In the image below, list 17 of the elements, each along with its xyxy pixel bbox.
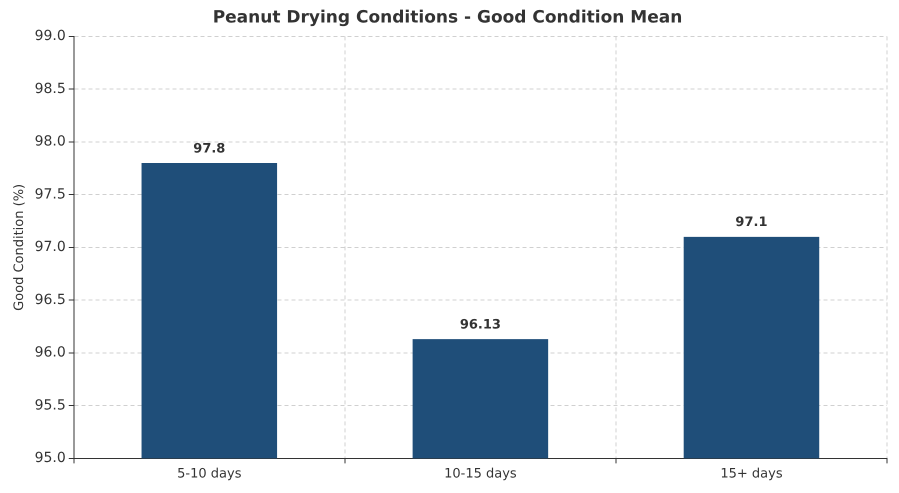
y-tick-label: 97.0 <box>34 239 66 256</box>
x-tick-label: 15+ days <box>720 466 783 482</box>
y-axis-title: Good Condition (%) <box>12 184 28 311</box>
y-tick-label: 98.5 <box>34 80 66 97</box>
y-tick-label: 95.0 <box>34 450 66 466</box>
data-label: 97.8 <box>193 141 226 156</box>
x-tick-label: 5-10 days <box>177 466 242 482</box>
chart-title: Peanut Drying Conditions - Good Condition Mean <box>212 8 682 28</box>
x-tick-label: 10-15 days <box>444 466 517 482</box>
y-tick-label: 95.5 <box>34 397 66 414</box>
y-tick-label: 96.5 <box>34 292 66 308</box>
y-tick-label: 96.0 <box>34 344 66 361</box>
data-label: 96.13 <box>460 318 501 333</box>
y-tick-label: 98.0 <box>34 134 66 150</box>
y-tick-label: 99.0 <box>34 28 66 44</box>
y-tick-label: 97.5 <box>34 186 66 202</box>
data-label: 97.1 <box>735 215 768 230</box>
